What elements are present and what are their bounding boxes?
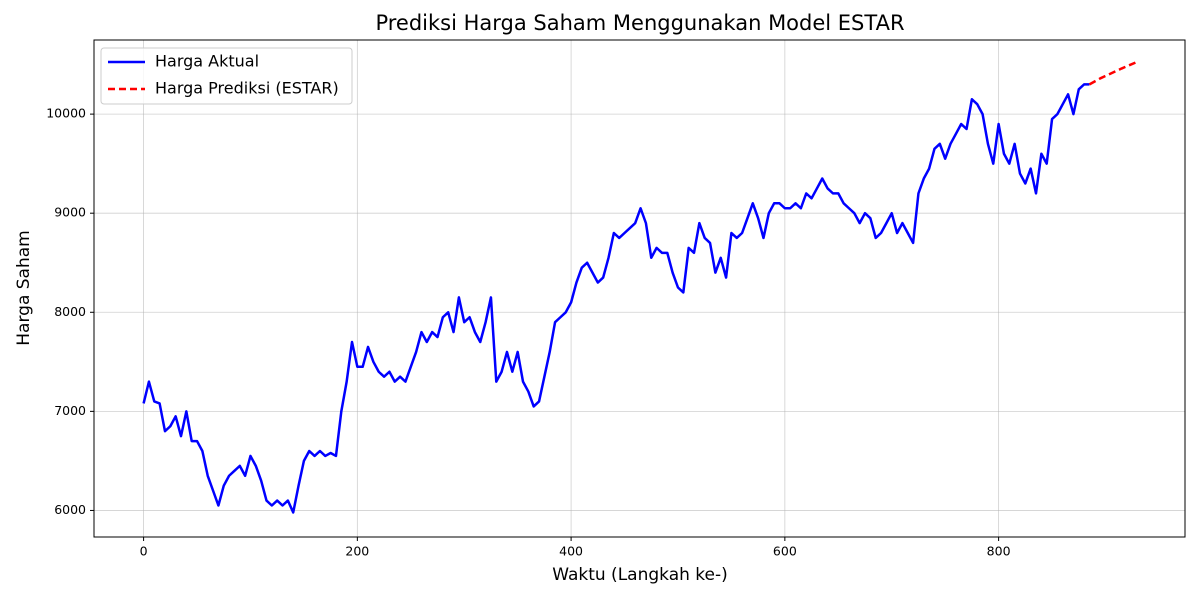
y-tick-label: 7000 [54, 403, 86, 418]
plot-frame [93, 39, 1186, 538]
data-line [142, 83, 1090, 514]
x-axis-label: Waktu (Langkah ke-) [552, 565, 728, 585]
y-tick-label: 10000 [46, 106, 86, 121]
x-tick-label: 0 [140, 544, 148, 559]
legend-box [100, 47, 353, 105]
x-tick-label: 200 [345, 544, 369, 559]
x-tick-label: 800 [987, 544, 1011, 559]
legend-label: Harga Aktual [155, 52, 259, 71]
y-tick-label: 6000 [54, 502, 86, 517]
y-tick-label: 8000 [54, 304, 86, 319]
x-tick-label: 600 [773, 544, 797, 559]
x-tick-label: 400 [559, 544, 583, 559]
chart-title: Prediksi Harga Saham Menggunakan Model E… [375, 11, 904, 35]
data-line [1088, 61, 1136, 86]
y-tick-label: 9000 [54, 205, 86, 220]
legend-label: Harga Prediksi (ESTAR) [155, 79, 339, 98]
y-axis-label: Harga Saham [14, 230, 34, 345]
